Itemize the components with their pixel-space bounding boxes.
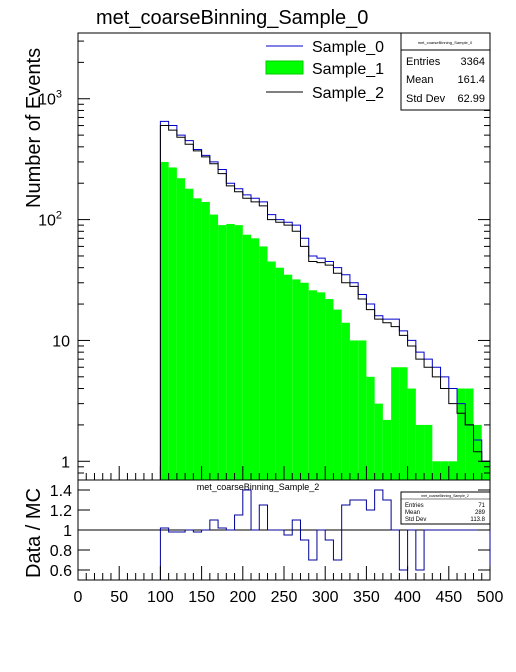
ratio-y-tick-label: 1.4	[50, 483, 72, 500]
y-tick-label: 10	[52, 333, 70, 350]
main-y-axis: 1 10 102 103	[38, 40, 490, 481]
main-stats-header: met_coarseBinning_Sample_0	[418, 40, 473, 45]
sample-1-bar	[440, 461, 449, 480]
ratio-y-tick-label: 0.8	[50, 543, 72, 560]
sample-2-line	[159, 125, 491, 480]
main-stats-stddev-value: 62.99	[457, 93, 485, 105]
sample-0-2-lines	[159, 120, 491, 480]
sample-1-bar	[185, 188, 194, 481]
sample-1-bar	[160, 161, 169, 480]
sample-1-bar	[284, 274, 293, 480]
main-stats-entries-value: 3364	[461, 56, 485, 68]
sample-1-histogram	[160, 161, 490, 481]
sample-1-bar	[473, 424, 482, 480]
sample-1-bar	[424, 424, 433, 480]
sample-1-bar	[374, 403, 383, 480]
ratio-step-line	[159, 489, 491, 580]
x-tick-label: 0	[74, 589, 83, 606]
sample-1-bar	[259, 246, 268, 480]
main-y-axis-label: Number of Events	[23, 48, 45, 208]
ratio-title: met_coarseBinning_Sample_2	[197, 482, 320, 492]
sample-1-bar	[308, 290, 317, 480]
legend: Sample_0 Sample_1 Sample_2	[265, 39, 384, 102]
x-tick-label: 250	[271, 589, 298, 606]
ratio-stats-entries-value: 71	[478, 503, 485, 509]
sample-1-bar	[209, 214, 219, 481]
ratio-y-tick-label: 1	[63, 523, 72, 540]
legend-sample-2-label: Sample_2	[312, 85, 384, 102]
sample-1-bar	[251, 238, 260, 480]
sample-1-bar	[465, 388, 474, 480]
sample-1-bar	[267, 261, 276, 480]
sample-1-bar	[226, 223, 235, 481]
sample-1-bar	[193, 198, 202, 480]
sample-1-bar	[349, 340, 359, 480]
main-stats-mean-value: 161.4	[457, 74, 485, 86]
legend-sample-0-label: Sample_0	[312, 39, 384, 56]
main-histogram-panel: met_coarseBinning_Sample_0 Number of Eve…	[23, 7, 491, 481]
sample-1-bar	[242, 234, 252, 480]
sample-1-bar	[341, 322, 350, 480]
main-stats-box-frame	[400, 32, 491, 111]
sample-1-bar	[218, 225, 227, 480]
x-tick-label: 50	[110, 589, 128, 606]
sample-1-bar	[415, 424, 425, 480]
sample-1-bar	[481, 461, 490, 480]
ratio-stats-entries-label: Entries	[405, 503, 424, 509]
ratio-stats-header: met_coarseBinning_Sample_2	[421, 494, 469, 498]
ratio-series	[159, 489, 491, 580]
sample-1-bar	[391, 367, 400, 480]
main-title: met_coarseBinning_Sample_0	[96, 7, 368, 29]
ratio-y-axis: 0.6 0.8 1 1.2 1.4	[50, 483, 490, 580]
sample-1-bar	[168, 167, 177, 480]
legend-sample-1-label: Sample_1	[312, 61, 384, 78]
ratio-stats-stddev-value: 113.8	[470, 517, 485, 523]
x-tick-label: 200	[229, 589, 256, 606]
x-tick-label: 100	[147, 589, 174, 606]
x-tick-label: 350	[353, 589, 380, 606]
x-tick-label: 400	[394, 589, 421, 606]
y-tick-label: 103	[38, 89, 62, 109]
ratio-x-axis: 0 50 100 150 200 250 300 350 400 450 500	[74, 466, 504, 606]
sample-1-bar	[201, 201, 210, 480]
sample-1-bar	[448, 461, 458, 480]
sample-1-bar	[275, 267, 284, 480]
sample-1-bar	[358, 340, 367, 480]
x-tick-label: 300	[312, 589, 339, 606]
main-stats-box: met_coarseBinning_Sample_0 Entries 3364 …	[400, 32, 491, 111]
sample-1-bar	[234, 225, 243, 480]
ratio-y-axis-label: Data / MC	[23, 488, 45, 578]
sample-1-bar	[457, 388, 466, 480]
sample-1-bar	[366, 376, 375, 480]
x-tick-label: 450	[435, 589, 462, 606]
ratio-stats-stddev-label: Std Dev	[405, 517, 426, 523]
sample-1-bar	[292, 279, 301, 480]
x-tick-label: 500	[477, 589, 504, 606]
x-tick-label: 150	[188, 589, 215, 606]
main-stats-mean-label: Mean	[406, 74, 434, 86]
ratio-stats-box-frame	[400, 491, 491, 525]
sample-1-bar	[399, 367, 408, 480]
main-stats-entries-label: Entries	[406, 56, 441, 68]
sample-1-bar	[316, 292, 326, 480]
ratio-y-tick-label: 1.2	[50, 503, 72, 520]
sample-1-bar	[325, 299, 334, 480]
ratio-stats-mean-value: 289	[475, 510, 486, 516]
y-tick-label: 1	[61, 454, 70, 471]
ratio-panel: met_coarseBinning_Sample_2 Data / MC 0.6…	[23, 466, 503, 606]
sample-0-line	[159, 120, 491, 480]
sample-1-bar	[432, 461, 441, 480]
ratio-stats-box: met_coarseBinning_Sample_2 Entries 71 Me…	[400, 491, 491, 525]
sample-1-bar	[333, 309, 342, 480]
main-stats-stddev-label: Std Dev	[406, 93, 446, 105]
sample-1-bar	[407, 388, 416, 480]
sample-1-bar	[176, 178, 186, 481]
sample-1-bar	[300, 282, 309, 480]
legend-sample-1-swatch	[265, 60, 304, 75]
y-tick-label: 102	[38, 210, 62, 230]
ratio-y-tick-label: 0.6	[50, 563, 72, 580]
sample-1-bar	[382, 419, 392, 480]
ratio-stats-mean-label: Mean	[405, 510, 420, 516]
